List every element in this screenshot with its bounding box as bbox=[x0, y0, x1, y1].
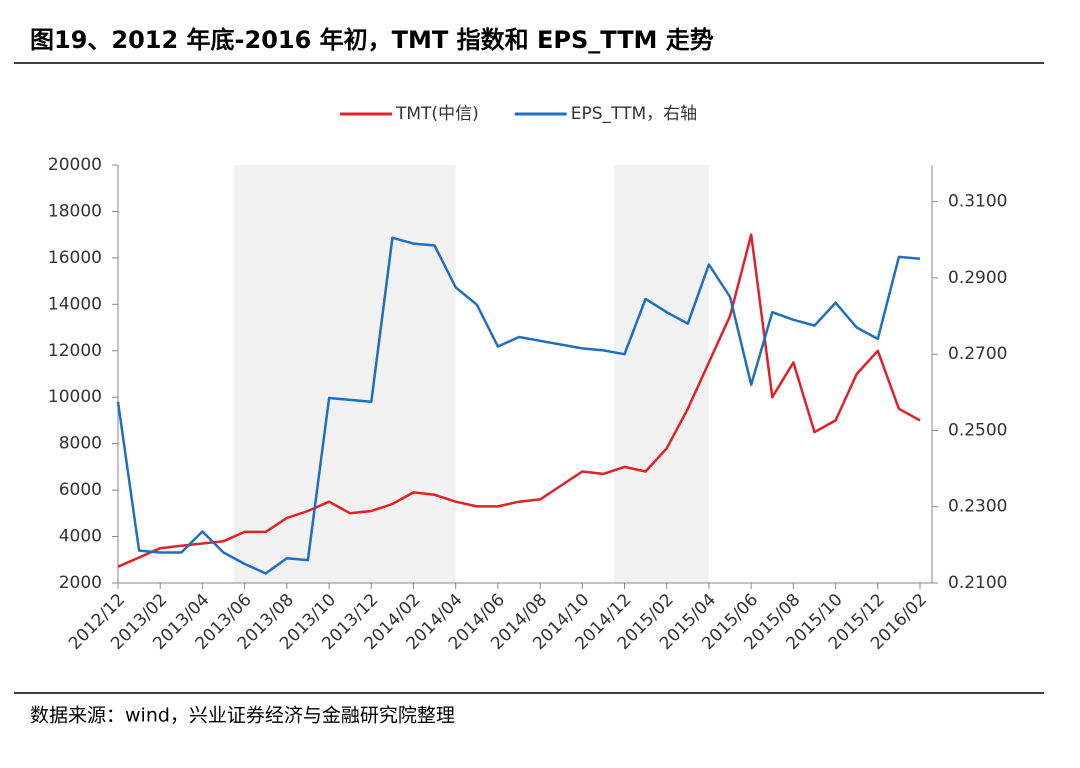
y-tick-label: 4000 bbox=[59, 527, 102, 547]
y-tick-label: 20000 bbox=[48, 155, 102, 175]
y-tick-label: 6000 bbox=[59, 480, 102, 500]
y-tick-label: 12000 bbox=[48, 341, 102, 361]
shaded-range bbox=[613, 165, 709, 583]
series-line bbox=[116, 236, 921, 575]
y-tick-label: 16000 bbox=[48, 248, 102, 268]
y2-tick-label: 0.2900 bbox=[948, 268, 1007, 288]
y2-tick-label: 0.3100 bbox=[948, 192, 1007, 212]
series-line bbox=[117, 233, 921, 568]
legend-label: TMT(中信) bbox=[395, 104, 479, 124]
y2-tick-label: 0.2100 bbox=[948, 573, 1007, 593]
source-note: 数据来源：wind，兴业证券经济与金融研究院整理 bbox=[30, 705, 455, 727]
y-tick-label: 8000 bbox=[59, 434, 102, 454]
y2-tick-label: 0.2700 bbox=[948, 344, 1007, 364]
legend-label: EPS_TTM，右轴 bbox=[571, 104, 697, 124]
chart-title: 图19、2012 年底-2016 年初，TMT 指数和 EPS_TTM 走势 bbox=[30, 26, 714, 54]
y2-tick-label: 0.2500 bbox=[948, 420, 1007, 440]
y-tick-label: 14000 bbox=[48, 294, 102, 314]
y-tick-label: 10000 bbox=[48, 387, 102, 407]
y2-tick-label: 0.2300 bbox=[948, 497, 1007, 517]
y-tick-label: 2000 bbox=[59, 573, 102, 593]
y-tick-label: 18000 bbox=[48, 201, 102, 221]
shaded-range bbox=[234, 165, 456, 583]
